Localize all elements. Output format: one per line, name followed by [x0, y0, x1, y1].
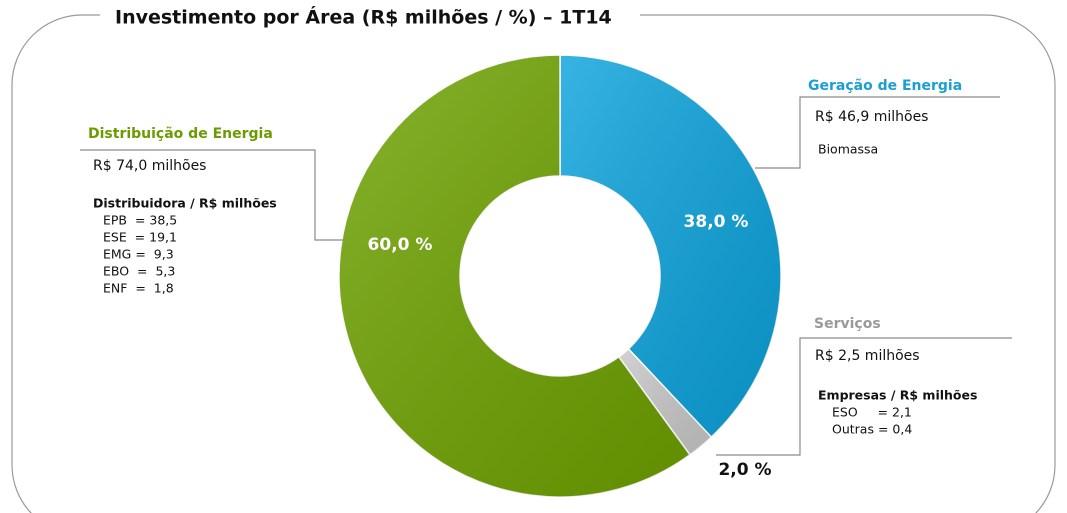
title-gap [100, 2, 640, 32]
annotation-list: EPB = 38,5 ESE = 19,1 EMG = 9,3 EBO = 5,3 EN… [103, 213, 177, 296]
chart-title: Investimento por Área (R$ milhões / %) –… [115, 6, 612, 29]
annotation: EPB = 38,5 [103, 213, 177, 228]
leader-line [716, 337, 1012, 456]
annotation: Outras = 0,4 [832, 422, 912, 437]
annotation: R$ 2,5 milhões [815, 348, 920, 364]
annotation: Biomassa [818, 142, 878, 157]
data-label: 2,0 % [718, 460, 771, 480]
annotation: R$ 74,0 milhões [93, 158, 206, 174]
donut [338, 54, 782, 498]
annotation: Empresas / R$ milhões [818, 388, 977, 403]
annotation: EBO = 5,3 [103, 264, 175, 279]
annotation: ESO = 2,1 [832, 405, 912, 420]
leader-line [755, 96, 1000, 169]
leader-line [80, 149, 345, 241]
legend-label: Distribuição de Energia [88, 126, 273, 142]
annotation: R$ 46,9 milhões [815, 109, 928, 125]
legend-label: Geração de Energia [808, 78, 962, 94]
annotation: Distribuidora / R$ milhões [93, 196, 277, 211]
data-label: 60,0 % [368, 235, 433, 255]
annotation: ESE = 19,1 [103, 230, 177, 245]
legend-label: Serviços [814, 316, 881, 332]
annotation: ENF = 1,8 [103, 281, 174, 296]
data-label: 38,0 % [684, 212, 749, 232]
annotation: EMG = 9,3 [103, 247, 174, 262]
